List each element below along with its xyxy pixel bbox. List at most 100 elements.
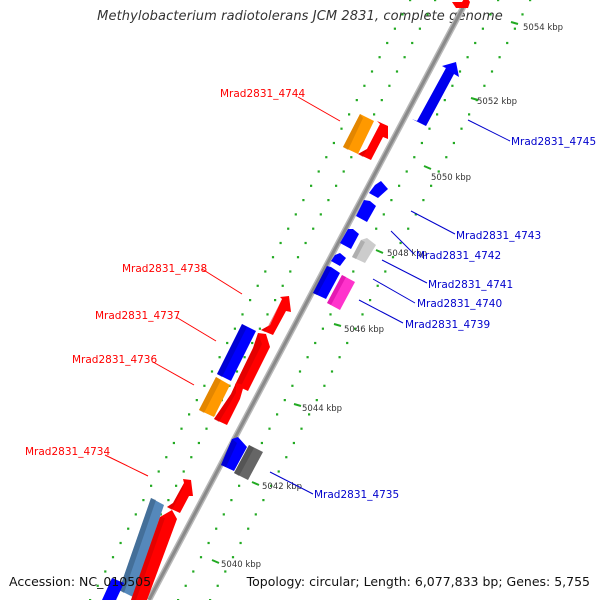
track-dot (180, 427, 183, 430)
track-dot (312, 227, 315, 230)
track-dot (411, 41, 414, 45)
gene-label-mrad2831-4735[interactable]: Mrad2831_4735 (314, 489, 399, 501)
track-dot (521, 13, 524, 16)
gene-mrad2831-4743[interactable] (356, 200, 376, 222)
gene-mrad2831-4745[interactable] (412, 62, 459, 126)
gene-red-long[interactable] (131, 510, 177, 600)
track-dot (247, 527, 250, 530)
track-dot (205, 427, 208, 430)
track-dot (378, 56, 381, 59)
track-dot (281, 284, 284, 287)
track-dot (401, 13, 404, 16)
track-dot (506, 41, 509, 45)
track-dot (199, 556, 203, 559)
track-dot (436, 113, 439, 116)
gene-mrad2831-4743a[interactable] (369, 181, 388, 198)
track-dot (489, 13, 492, 16)
track-dot (443, 99, 446, 102)
scale-label-5040: 5040 kbp (221, 560, 261, 570)
track-dot (192, 570, 195, 573)
gene-label-mrad2831-4741[interactable]: Mrad2831_4741 (428, 279, 513, 291)
track-dot (338, 356, 341, 359)
track-dot (452, 141, 455, 145)
gene-mrad2831-4735b[interactable] (234, 445, 263, 480)
gene-label-mrad2831-4736[interactable]: Mrad2831_4736 (72, 354, 157, 366)
track-dot (224, 570, 227, 573)
track-dot (270, 484, 273, 487)
track-dot (405, 170, 408, 173)
track-dot (203, 384, 206, 387)
gene-label-mrad2831-4740[interactable]: Mrad2831_4740 (417, 298, 502, 310)
track-dot (498, 56, 501, 59)
gene-mrad2831-4740[interactable] (313, 266, 340, 299)
gene-mrad2831-4736[interactable] (199, 377, 230, 417)
scale-tick-5050 (423, 165, 432, 170)
track-dot (468, 113, 471, 116)
track-dot (241, 313, 244, 316)
track-dot (150, 484, 153, 487)
gene-label-mrad2831-4742[interactable]: Mrad2831_4742 (416, 250, 501, 262)
track-dot (315, 399, 318, 402)
track-dot (460, 127, 463, 130)
track-dot (490, 70, 494, 73)
track-dot (369, 299, 372, 302)
track-dot (260, 441, 263, 445)
track-dot (352, 270, 355, 273)
track-dot (134, 513, 137, 516)
gene-mrad2831-4741[interactable] (331, 253, 346, 266)
track-dot (274, 299, 277, 302)
gene-label-mrad2831-4734[interactable]: Mrad2831_4734 (25, 446, 110, 458)
track-dot (291, 384, 294, 387)
gene-mrad2831-4739[interactable] (327, 275, 355, 310)
track-dot (418, 27, 421, 30)
gene-mrad2831-4738[interactable] (261, 296, 291, 335)
track-dot (249, 299, 252, 302)
track-dot (238, 484, 241, 487)
track-dot (239, 541, 242, 545)
gene-red-4737b[interactable] (235, 333, 270, 391)
track-dot (403, 56, 406, 59)
gene-top-partial[interactable] (452, 0, 470, 8)
track-dot (262, 499, 265, 502)
track-dot (304, 241, 307, 245)
track-dot (184, 584, 187, 587)
track-dot (481, 27, 484, 30)
track-dot (407, 227, 410, 230)
track-dot (380, 99, 383, 102)
gene-label-mrad2831-4743[interactable]: Mrad2831_4743 (456, 230, 541, 242)
track-dot (458, 70, 462, 73)
track-dot (409, 0, 412, 2)
gene-red-4736b[interactable] (214, 383, 244, 425)
track-dot (254, 513, 257, 516)
track-dot (355, 99, 358, 102)
gene-mrad2831-4744[interactable] (343, 114, 374, 154)
gene-label-mrad2831-4738[interactable]: Mrad2831_4738 (122, 263, 207, 275)
track-dot (182, 470, 185, 473)
track-dot (285, 456, 288, 459)
track-dot (283, 399, 286, 402)
track-dot (361, 313, 364, 316)
gene-mrad2831-4735[interactable] (221, 437, 247, 471)
track-dot (197, 441, 200, 445)
gene-blue-bottom[interactable] (102, 578, 124, 600)
track-dot (167, 499, 170, 502)
track-dot (306, 356, 309, 359)
track-dot (332, 141, 335, 145)
gene-steelblue[interactable] (119, 498, 164, 597)
gene-mrad2831-4741-gray[interactable] (352, 238, 376, 263)
gene-label-mrad2831-4739[interactable]: Mrad2831_4739 (405, 319, 490, 331)
gene-mrad2831-4737[interactable] (217, 324, 256, 381)
gene-label-mrad2831-4744[interactable]: Mrad2831_4744 (220, 88, 305, 100)
gene-mrad2831-4734[interactable] (167, 479, 193, 513)
gene-label-mrad2831-4737[interactable]: Mrad2831_4737 (95, 310, 180, 322)
track-dot (513, 27, 516, 30)
gene-label-mrad2831-4745[interactable]: Mrad2831_4745 (511, 136, 596, 148)
track-dot (190, 456, 193, 459)
scale-labels: 5054 kbp 5052 kbp 5050 kbp 5048 kbp 5046… (221, 23, 563, 570)
track-dot (321, 327, 324, 330)
track-dot (325, 156, 328, 159)
track-dot (279, 241, 282, 245)
gene-red-4744b[interactable] (358, 121, 388, 160)
gene-mrad2831-4742[interactable] (340, 229, 359, 249)
